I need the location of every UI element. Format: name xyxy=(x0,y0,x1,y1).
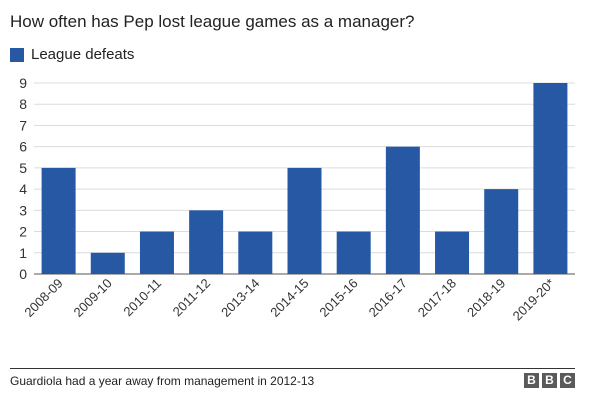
bar xyxy=(41,167,76,274)
y-tick-label: 3 xyxy=(19,202,27,218)
y-tick-label: 7 xyxy=(19,117,27,133)
chart-title: How often has Pep lost league games as a… xyxy=(10,12,415,31)
x-tick-label: 2013-14 xyxy=(218,276,262,320)
x-tick-label: 2019-20* xyxy=(510,276,558,324)
x-tick-label: 2017-18 xyxy=(415,276,459,320)
x-tick-label: 2009-10 xyxy=(71,276,115,320)
x-tick-label: 2018-19 xyxy=(464,276,508,320)
y-tick-label: 5 xyxy=(19,160,27,176)
y-tick-label: 1 xyxy=(19,245,27,261)
legend-swatch xyxy=(10,47,24,62)
x-tick-label: 2015-16 xyxy=(316,276,360,320)
legend: League defeats xyxy=(10,46,134,63)
y-tick-label: 4 xyxy=(19,181,27,197)
logo-letter: B xyxy=(542,373,557,388)
x-tick-label: 2016-17 xyxy=(366,276,410,320)
bar xyxy=(90,252,125,274)
bar xyxy=(385,146,420,274)
logo-letter: C xyxy=(560,373,575,388)
y-tick-label: 8 xyxy=(19,96,27,112)
legend-label: League defeats xyxy=(31,46,135,63)
bar xyxy=(533,83,568,274)
y-tick-label: 9 xyxy=(19,75,27,91)
x-tick-label: 2010-11 xyxy=(120,276,164,320)
bar xyxy=(238,231,273,274)
logo-letter: B xyxy=(524,373,539,388)
footer-divider xyxy=(10,368,575,369)
bar xyxy=(336,231,371,274)
y-tick-label: 6 xyxy=(19,139,27,155)
bar xyxy=(189,210,224,274)
x-tick-label: 2008-09 xyxy=(21,276,65,320)
y-tick-label: 2 xyxy=(19,224,27,240)
footnote: Guardiola had a year away from managemen… xyxy=(10,374,315,388)
bar xyxy=(287,167,322,274)
x-tick-label: 2011-12 xyxy=(170,276,214,320)
bar xyxy=(435,231,470,274)
bar xyxy=(484,189,519,274)
y-tick-label: 0 xyxy=(19,266,27,282)
bar xyxy=(139,231,174,274)
x-tick-label: 2014-15 xyxy=(267,276,311,320)
bbc-logo: B B C xyxy=(524,373,575,388)
